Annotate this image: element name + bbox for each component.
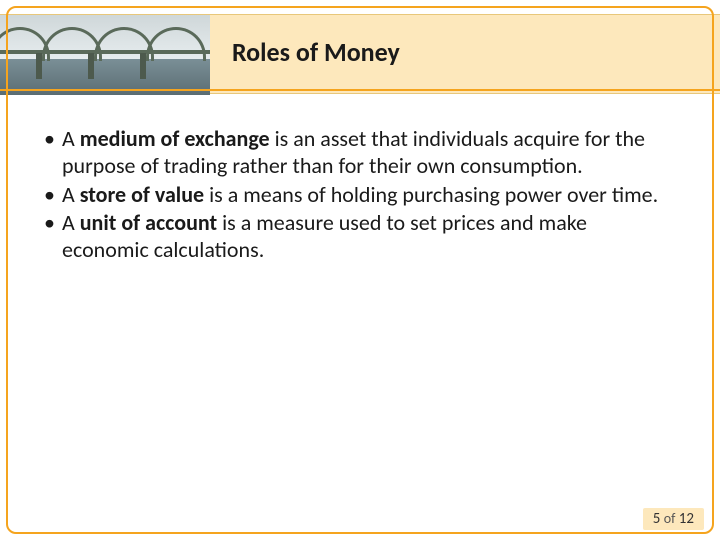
slide-title: Roles of Money xyxy=(232,36,400,68)
bullet-bold-term: unit of account xyxy=(80,209,217,236)
page-current: 5 xyxy=(653,510,661,528)
bullet-rest: is a means of holding purchasing power o… xyxy=(204,181,658,208)
page-total: 12 xyxy=(679,510,694,528)
bullet-prefix: A xyxy=(62,209,80,236)
bullet-prefix: A xyxy=(62,125,80,152)
slide-body: A medium of exchange is an asset that in… xyxy=(44,126,664,266)
header-image-bridge xyxy=(0,15,210,95)
list-item: A medium of exchange is an asset that in… xyxy=(44,126,664,180)
list-item: A store of value is a means of holding p… xyxy=(44,182,664,209)
list-item: A unit of account is a measure used to s… xyxy=(44,210,664,264)
bullet-bold-term: medium of exchange xyxy=(80,125,270,152)
page-of-label: of xyxy=(664,510,676,527)
slide: Roles of Money A medium of exchange is a… xyxy=(0,0,720,540)
bullet-bold-term: store of value xyxy=(80,181,204,208)
page-number-chip: 5 of 12 xyxy=(643,508,704,530)
bullet-prefix: A xyxy=(62,181,80,208)
